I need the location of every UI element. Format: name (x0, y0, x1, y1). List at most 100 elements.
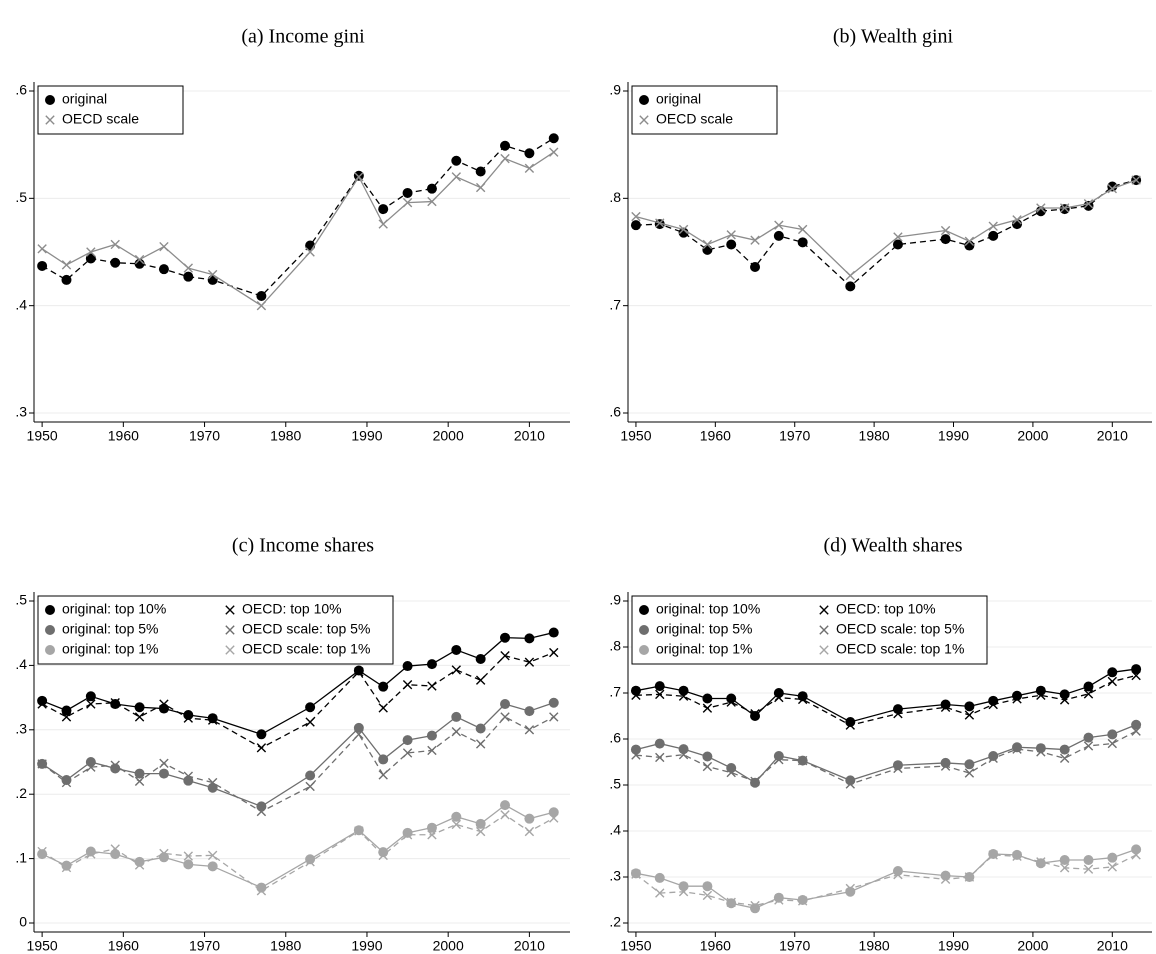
data-point (402, 748, 413, 758)
data-point (988, 221, 998, 231)
data-point (845, 270, 855, 281)
x-tick-label: 2000 (1017, 938, 1048, 954)
data-point (750, 235, 760, 245)
data-point (183, 771, 193, 781)
data-point (378, 219, 388, 229)
data-point (256, 886, 267, 896)
data-point (86, 849, 96, 859)
data-point (1131, 670, 1141, 681)
panel-title: (d) Wealth shares (823, 535, 962, 557)
data-point (86, 762, 96, 772)
data-point (655, 218, 665, 228)
x-tick-label: 1970 (779, 938, 810, 954)
data-point (256, 882, 267, 893)
data-point (110, 699, 121, 710)
data-point (134, 776, 145, 787)
legend-marker (639, 605, 649, 615)
data-point (475, 182, 486, 193)
data-point (183, 713, 193, 723)
data-point (305, 717, 315, 727)
y-tick-label: .4 (609, 822, 621, 838)
data-point (1083, 864, 1094, 874)
data-point (500, 712, 510, 722)
legend-marker (45, 625, 55, 635)
data-point (893, 763, 903, 774)
data-point (256, 300, 267, 311)
series-line (41, 804, 554, 889)
data-point (892, 239, 903, 250)
data-point (678, 887, 689, 897)
data-point (940, 699, 951, 710)
data-point (1107, 181, 1118, 192)
data-point (988, 753, 998, 764)
data-point (305, 770, 316, 781)
data-point (378, 204, 389, 215)
data-point (964, 701, 975, 712)
x-tick-label: 1990 (938, 428, 969, 444)
legend-label: OECD: top 10% (242, 601, 342, 617)
data-point (426, 183, 437, 194)
data-point (988, 699, 998, 710)
legend-marker (45, 605, 55, 615)
x-tick-label: 2000 (433, 938, 464, 954)
data-point (702, 693, 713, 704)
data-point (750, 262, 761, 273)
data-point (207, 269, 218, 280)
legend-marker (225, 625, 235, 635)
data-point (702, 881, 713, 892)
data-point (1083, 732, 1094, 743)
data-point (1059, 744, 1070, 755)
data-point (773, 230, 784, 241)
data-point (940, 225, 951, 236)
data-point (61, 860, 72, 871)
series-line (41, 702, 554, 808)
legend-marker (819, 645, 829, 655)
legend-box (37, 595, 394, 665)
x-tick-label: 1960 (108, 428, 139, 444)
legend-label: original (62, 91, 107, 107)
data-point (159, 758, 169, 768)
data-point (110, 844, 120, 854)
x-tick-label: 2010 (1097, 428, 1128, 444)
data-point (426, 730, 437, 741)
data-point (702, 890, 713, 901)
data-point (1131, 726, 1141, 736)
data-point (500, 810, 510, 820)
legend-marker (639, 625, 649, 635)
y-tick-label: .5 (15, 592, 27, 608)
data-point (1131, 175, 1141, 185)
data-point (655, 689, 665, 700)
legend-marker (639, 115, 649, 125)
data-point (988, 751, 999, 762)
data-point (654, 738, 665, 749)
data-point (631, 869, 641, 879)
data-point (1107, 667, 1118, 678)
legend-marker (225, 645, 235, 655)
data-point (402, 735, 413, 746)
data-point (1107, 183, 1117, 194)
data-point (475, 818, 486, 829)
data-point (774, 220, 784, 230)
data-point (773, 688, 784, 698)
data-point (451, 644, 462, 655)
legend-label: OECD scale: top 5% (836, 621, 964, 637)
legend-box (631, 595, 988, 665)
data-point (61, 862, 72, 873)
data-point (678, 749, 689, 760)
data-point (1131, 719, 1142, 730)
data-point (630, 744, 641, 755)
x-tick-label: 2010 (514, 938, 545, 954)
y-tick-label: .3 (609, 868, 621, 884)
data-point (451, 819, 461, 830)
y-tick-label: 0 (19, 914, 27, 930)
y-tick-label: .2 (15, 785, 27, 801)
data-point (797, 755, 808, 766)
data-point (1012, 849, 1023, 860)
data-point (451, 711, 462, 722)
data-point (630, 685, 641, 696)
y-tick-label: .5 (609, 776, 621, 792)
data-point (37, 699, 47, 709)
x-tick-label: 1960 (108, 938, 139, 954)
data-point (678, 224, 689, 235)
